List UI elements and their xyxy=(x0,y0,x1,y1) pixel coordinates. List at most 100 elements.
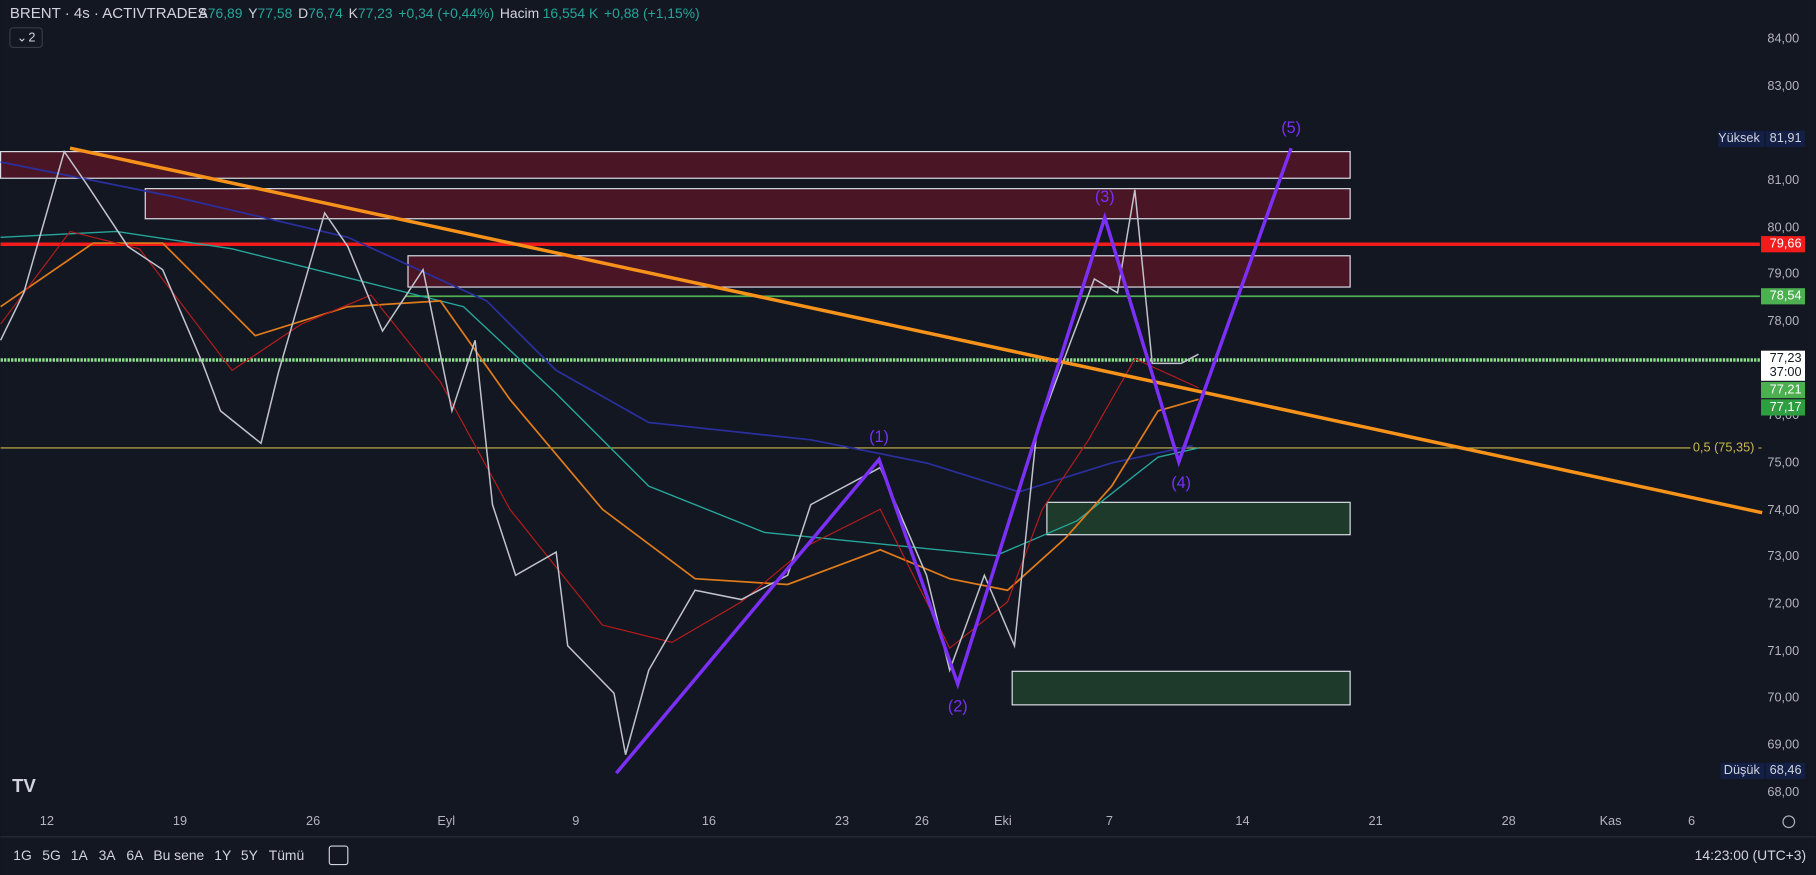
price-tick: 68,00 xyxy=(1767,784,1799,799)
wave-label: (3) xyxy=(1095,188,1115,206)
price-tick: 74,00 xyxy=(1767,502,1799,517)
trendline xyxy=(69,146,1763,515)
ohlc-key: D xyxy=(298,5,308,21)
price-tick: 75,00 xyxy=(1767,454,1799,469)
support-zone xyxy=(1011,670,1351,706)
elliott-wave xyxy=(615,147,1293,775)
price-tick: 78,00 xyxy=(1767,313,1799,328)
range-button[interactable]: Tümü xyxy=(269,847,304,863)
time-tick: Eki xyxy=(994,813,1012,828)
price-tag-text: 37:00 xyxy=(1770,364,1802,379)
ohlc-value: 77,23 xyxy=(358,5,393,21)
logo: TV xyxy=(12,775,36,796)
price-tag xyxy=(1761,288,1805,305)
wave-label: (2) xyxy=(948,697,968,715)
price-tag-text: 77,21 xyxy=(1770,381,1802,396)
ma-orange xyxy=(0,242,1199,592)
price-tick: 80,00 xyxy=(1767,219,1799,234)
price-tag xyxy=(1761,381,1805,399)
price-tick: 72,00 xyxy=(1767,596,1799,611)
time-tick: 6 xyxy=(1688,813,1695,828)
range-button[interactable]: 6A xyxy=(126,847,144,863)
indicator-count: 2 xyxy=(28,30,35,45)
volume-change: +0,88 (+1,15%) xyxy=(604,5,700,21)
price-tag xyxy=(1761,399,1805,416)
price-tag-text: 79,66 xyxy=(1770,236,1802,251)
ohlc-key: K xyxy=(349,5,359,21)
price-tick: 83,00 xyxy=(1767,78,1799,93)
price-tag-text: 78,54 xyxy=(1770,288,1802,303)
price-tag xyxy=(1765,762,1805,779)
high-tag xyxy=(1718,130,1765,147)
time-tick: Kas xyxy=(1600,813,1622,828)
calendar-button[interactable] xyxy=(328,845,349,866)
ohlc-value: 76,89 xyxy=(208,5,243,21)
chevron: ⌄ xyxy=(17,30,28,45)
range-button[interactable]: 5G xyxy=(42,847,61,863)
wave-label: (1) xyxy=(869,428,889,446)
price-tag xyxy=(1761,350,1805,367)
time-tick: 23 xyxy=(835,813,849,828)
resistance-zone xyxy=(407,255,1351,288)
ma-blue xyxy=(0,161,1193,493)
price-tick: 81,00 xyxy=(1767,172,1799,187)
symbol: BRENT · 4s · ACTIVTRADES xyxy=(10,5,208,22)
fib-label: 0,5 (75,35) - xyxy=(1693,439,1762,454)
volume-label: Hacim xyxy=(500,5,539,21)
time-tick: 28 xyxy=(1502,813,1516,828)
ohlc-key: Y xyxy=(248,5,257,21)
price-tag xyxy=(1765,130,1805,147)
time-tick: 26 xyxy=(306,813,320,828)
time-tick: 7 xyxy=(1106,813,1113,828)
price-tag xyxy=(1761,236,1805,253)
price-path xyxy=(0,149,1199,755)
ma-teal xyxy=(0,230,1199,557)
time-tick: 12 xyxy=(40,813,54,828)
ohlc-key: A xyxy=(199,5,209,21)
range-button[interactable]: 5Y xyxy=(241,847,258,863)
low-tag xyxy=(1720,762,1765,779)
price-tick: 84,00 xyxy=(1767,31,1799,46)
support-zone xyxy=(1046,501,1351,536)
price-tick: 79,00 xyxy=(1767,266,1799,281)
indicator-toggle[interactable] xyxy=(9,27,43,49)
resistance-zone xyxy=(0,151,1351,179)
price-tick: 69,00 xyxy=(1767,737,1799,752)
wave-label: (4) xyxy=(1171,474,1191,492)
time-tick: Eyl xyxy=(437,813,455,828)
wave-label: (5) xyxy=(1281,119,1301,137)
low-label: Düşük xyxy=(1724,762,1761,777)
time-tick: 16 xyxy=(702,813,716,828)
price-tag-text: 77,17 xyxy=(1770,399,1802,414)
time-tick: 26 xyxy=(915,813,929,828)
range-button[interactable]: 1Y xyxy=(214,847,231,863)
ohlc-value: 76,74 xyxy=(308,5,343,21)
resistance-zone xyxy=(144,188,1351,220)
price-tick: 70,00 xyxy=(1767,689,1799,704)
settings-button[interactable] xyxy=(1782,815,1796,829)
time-tick: 14 xyxy=(1235,813,1249,828)
zones xyxy=(0,151,1351,706)
high-label: Yüksek xyxy=(1718,130,1760,145)
ohlc-value: 77,58 xyxy=(258,5,293,21)
range-button[interactable]: Bu sene xyxy=(153,847,204,863)
range-button[interactable]: 3A xyxy=(99,847,117,863)
ohlc: A76,89 Y77,58 D76,74 K77,23 +0,34 (+0,44%) Ha… xyxy=(199,5,700,21)
change: +0,34 (+0,44%) xyxy=(398,5,494,21)
clock: 14:23:00 (UTC+3) xyxy=(1695,847,1806,863)
range-button[interactable]: 1G xyxy=(13,847,32,863)
time-tick: 21 xyxy=(1369,813,1383,828)
time-tick: 19 xyxy=(173,813,187,828)
price-tick: 71,00 xyxy=(1767,643,1799,658)
price-tick: 73,00 xyxy=(1767,548,1799,563)
ma-red xyxy=(0,230,1199,650)
price-tag xyxy=(1761,364,1805,381)
price-tag-text: 68,46 xyxy=(1770,762,1802,777)
price-tag-text: 81,91 xyxy=(1770,130,1802,145)
volume: 16,554 K xyxy=(543,5,599,21)
time-tick: 9 xyxy=(572,813,579,828)
range-button[interactable]: 1A xyxy=(71,847,89,863)
